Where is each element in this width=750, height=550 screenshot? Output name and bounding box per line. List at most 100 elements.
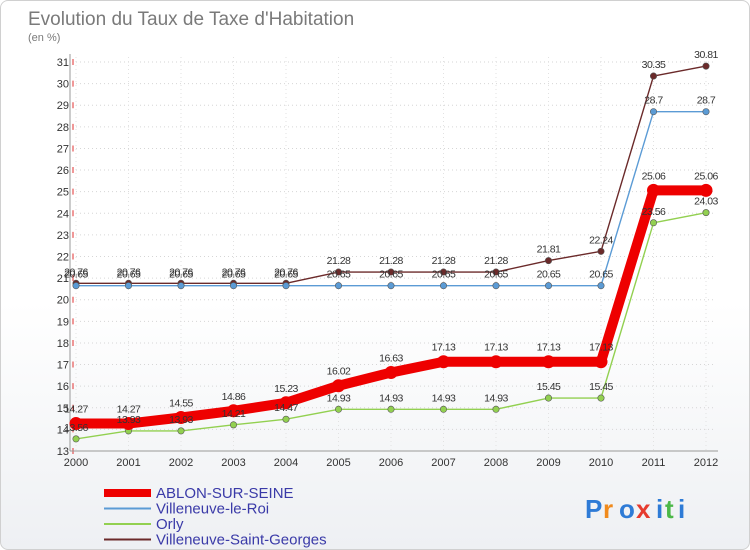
axes: 13 14 15 16 17 18 19 20 21 22 23 24 25 26 27 28 29 30 31 20… [57,54,718,469]
data-label-1: 28.7 [697,95,716,107]
y-tick-label: 26 [57,165,69,177]
data-label-1: 20.65 [484,269,508,281]
data-point-2 [72,435,80,443]
y-tick-label: 27 [57,143,69,155]
data-label-3: 20.76 [169,266,193,278]
data-label-1: 20.65 [589,269,613,281]
data-label-1: 28.7 [644,95,663,107]
data-point-3 [492,268,500,276]
data-point-3 [597,247,605,255]
data-label-1: 20.65 [64,269,88,281]
data-point-1 [282,282,290,290]
data-point-0 [594,355,608,369]
y-tick-label: 18 [57,338,69,350]
data-point-1 [702,108,710,116]
data-point-0 [174,411,188,425]
data-point-2 [597,394,605,402]
y-tick-label: 25 [57,187,69,199]
data-label-3: 21.28 [327,255,351,267]
y-tick-label: 31 [57,57,69,69]
data-point-0 [384,366,398,380]
data-label-1: 20.65 [327,269,351,281]
x-tick-label: 2003 [221,457,245,469]
data-point-1 [230,282,238,290]
data-point-2 [177,427,185,435]
x-tick-label: 2012 [694,457,718,469]
data-label-0: 16.02 [327,366,351,378]
data-label-2: 15.45 [589,381,613,393]
legend-label-1: Villeneuve-le-Roi [156,501,269,518]
y-tick-label: 24 [57,208,69,220]
x-tick-label: 2000 [64,457,88,469]
x-tick-label: 2010 [589,457,613,469]
data-point-3 [334,268,342,276]
legend: ABLON-SUR-SEINEVilleneuve-le-RoiOrlyVill… [104,485,327,549]
data-label-3: 20.76 [222,266,246,278]
data-point-0 [227,404,240,418]
data-label-1: 20.65 [222,269,246,281]
x-tick-label: 2007 [431,457,455,469]
data-labels: 20.76 20.76 20.76 20.76 20.76 21.28 21.28 21.28… [64,49,719,434]
data-point-2 [702,209,710,217]
y-tick-label: 15 [57,403,69,415]
logo-letter: t [665,494,674,524]
data-point-1 [334,282,342,290]
data-label-0: 17.13 [484,342,508,354]
data-point-2 [387,405,395,413]
data-label-2: 14.47 [274,402,298,414]
data-label-0: 16.63 [379,353,403,365]
chart-subtitle: (en %) [28,32,60,44]
data-label-0: 14.55 [169,398,193,410]
logo-letter: r [603,494,613,524]
data-label-2: 13.56 [64,422,88,434]
y-tick-label: 20 [57,295,69,307]
data-point-3 [649,72,657,80]
data-point-0 [279,396,293,410]
data-point-1 [597,282,605,290]
data-point-3 [702,62,710,70]
data-label-3: 20.76 [117,266,141,278]
data-point-0 [542,355,555,369]
x-tick-label: 2004 [274,457,298,469]
data-label-2: 13.93 [169,414,193,426]
data-label-3: 20.76 [64,266,88,278]
data-label-0: 14.27 [64,404,88,416]
x-tick-label: 2008 [484,457,508,469]
logo-letter: x [636,494,651,524]
legend-label-0: ABLON-SUR-SEINE [156,485,294,502]
x-tick-label: 2002 [169,457,193,469]
data-label-3: 21.28 [484,255,508,267]
data-point-0 [332,379,345,393]
data-label-0: 14.27 [117,404,141,416]
data-point-1 [492,282,500,290]
data-label-3: 21.28 [432,255,456,267]
data-label-2: 13.93 [117,414,141,426]
data-label-1: 20.65 [169,269,193,281]
data-point-0 [437,355,450,369]
x-tick-label: 2005 [326,457,350,469]
data-label-0: 25.06 [694,170,718,182]
data-label-1: 20.65 [432,269,456,281]
data-label-0: 17.13 [589,342,613,354]
data-label-0: 17.13 [537,342,561,354]
y-tick-label: 17 [57,360,69,372]
y-tick-label: 13 [57,446,69,458]
data-point-1 [439,282,447,290]
x-tick-label: 2001 [116,457,140,469]
series-lines [69,62,713,443]
x-tick-label: 2011 [642,457,666,469]
data-point-0 [699,183,713,197]
data-point-2 [439,405,447,413]
data-point-0 [122,417,135,431]
data-label-0: 15.23 [274,383,298,395]
data-point-1 [177,282,185,290]
data-point-3 [544,257,552,265]
data-point-2 [230,421,238,429]
x-tick-label: 2009 [536,457,560,469]
x-tick-label: 2006 [379,457,403,469]
data-label-0: 17.13 [432,342,456,354]
logo-letter: i [656,494,663,524]
logo-letter: P [585,494,602,524]
